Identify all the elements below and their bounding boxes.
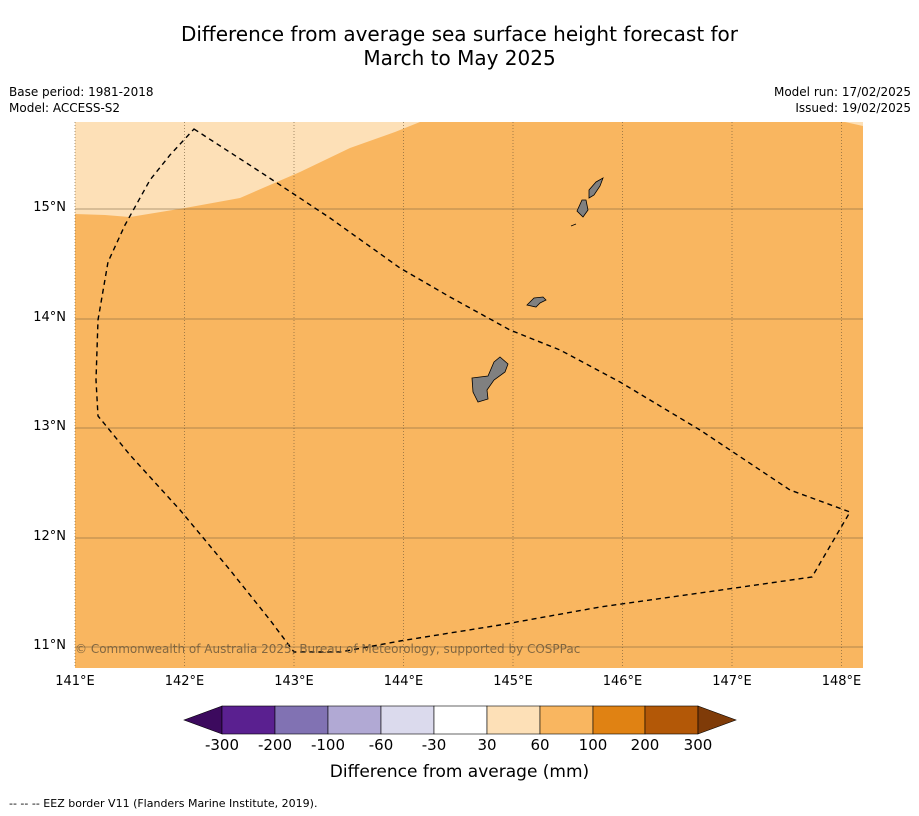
model-name: Model: ACCESS-S2 [9,101,121,115]
colorbar-tick-3: -100 [310,736,346,754]
colorbar-tick-9: 200 [630,736,660,754]
colorbar-bin-1 [221,705,276,735]
lat-label-11: 11°N [33,638,66,653]
colorbar-bin-7 [539,705,594,735]
light-anomaly-region [75,122,420,217]
saipan-island [588,177,604,199]
meta-right: Model run: 17/02/2025 Issued: 19/02/2025 [774,84,911,116]
colorbar [183,705,737,735]
colorbar-extend-low [183,705,223,735]
lon-label-148: 148°E [821,674,862,689]
colorbar-tick-8: 100 [578,736,608,754]
title-line-2: March to May 2025 [363,46,556,70]
colorbar-bin-9 [644,705,699,735]
lon-label-141: 141°E [55,674,95,689]
lon-label-147: 147°E [712,674,752,689]
lon-label-143: 143°E [274,674,314,689]
copyright-notice: © Commonwealth of Australia 2025, Bureau… [75,642,581,656]
issued-date: Issued: 19/02/2025 [795,101,911,115]
colorbar-tick-1: -300 [204,736,240,754]
guam-island [471,356,509,403]
colorbar-tick-4: -60 [368,736,394,754]
eez-legend-footnote: -- -- -- EEZ border V11 (Flanders Marine… [9,797,318,810]
model-run: Model run: 17/02/2025 [773,85,911,99]
colorbar-extend-high [697,705,737,735]
aguijan-islet [570,223,577,227]
colorbar-tick-6: 30 [477,736,497,754]
colorbar-tick-10: 300 [683,736,713,754]
grid-lines [74,122,863,668]
colorbar-bin-8 [592,705,646,735]
lat-label-15: 15°N [33,200,66,215]
map-title: Difference from average sea surface heig… [0,22,919,70]
base-period: Base period: 1981-2018 [9,85,154,99]
colorbar-tick-5: -30 [421,736,447,754]
colorbar-tick-2: -200 [257,736,293,754]
lat-label-13: 13°N [33,419,66,434]
colorbar-tick-7: 60 [530,736,550,754]
islands [471,177,604,403]
title-line-1: Difference from average sea surface heig… [180,22,739,46]
lat-label-12: 12°N [33,529,66,544]
tinian-island [576,199,589,218]
lon-label-144: 144°E [383,674,424,689]
light-anomaly-edge-right [845,122,863,126]
lon-label-145: 145°E [493,674,533,689]
meta-left: Base period: 1981-2018 Model: ACCESS-S2 [9,84,154,116]
colorbar-bin-5 [433,705,488,735]
colorbar-bin-3 [327,705,382,735]
lon-label-142: 142°E [164,674,205,689]
map-area [75,122,863,668]
colorbar-bin-6 [486,705,541,735]
rota-island [526,296,547,308]
lon-label-146: 146°E [602,674,643,689]
lat-label-14: 14°N [33,310,66,325]
colorbar-bin-2 [274,705,329,735]
colorbar-label: Difference from average (mm) [329,762,590,782]
eez-border [95,128,852,653]
colorbar-bin-4 [380,705,435,735]
